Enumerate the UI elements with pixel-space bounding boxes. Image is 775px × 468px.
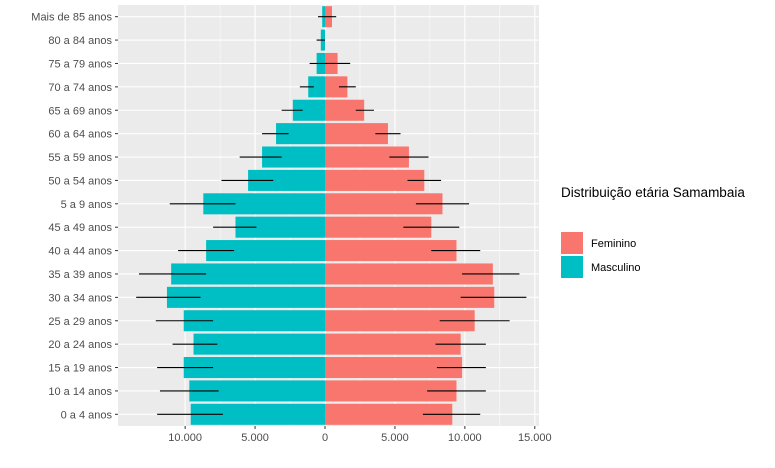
grid-minor xyxy=(219,5,501,426)
bar-feminino xyxy=(325,99,365,121)
bar-feminino xyxy=(325,263,493,285)
bar-masculino xyxy=(190,403,326,425)
bars xyxy=(166,6,495,425)
legend-label-masculino: Masculino xyxy=(591,262,641,274)
x-tick-label: 5.000 xyxy=(241,432,269,444)
y-tick-label: 80 a 84 anos xyxy=(48,35,112,47)
legend-key-feminino xyxy=(561,232,583,254)
bar-masculino xyxy=(193,333,326,355)
bar-feminino xyxy=(325,146,409,168)
bar-feminino xyxy=(325,216,432,238)
legend-key-masculino xyxy=(561,256,583,278)
bar-feminino xyxy=(325,123,388,145)
panel-background xyxy=(118,5,539,426)
y-tick-label: 75 a 79 anos xyxy=(48,58,112,70)
bar-masculino xyxy=(308,76,326,98)
x-axis: 10.000 5.000 0 5.000 10.000 15.000 xyxy=(168,426,552,444)
bar-masculino xyxy=(203,193,326,215)
bar-feminino xyxy=(325,240,457,262)
bar-feminino xyxy=(325,403,453,425)
bar-feminino xyxy=(325,310,475,332)
bar-masculino xyxy=(171,263,326,285)
bar-feminino xyxy=(325,380,457,402)
y-tick-label: 10 a 14 anos xyxy=(48,386,112,398)
y-tick-label: 35 a 39 anos xyxy=(48,269,112,281)
bar-masculino xyxy=(292,99,326,121)
bar-masculino xyxy=(262,146,326,168)
y-tick-label: 65 a 69 anos xyxy=(48,105,112,117)
y-tick-label: 5 a 9 anos xyxy=(61,199,113,211)
x-tick-label: 10.000 xyxy=(448,432,482,444)
bar-masculino xyxy=(183,357,326,379)
legend: Distribuição etária Samambaia Feminino M… xyxy=(561,185,745,278)
bar-masculino xyxy=(235,216,326,238)
bar-feminino xyxy=(325,286,495,308)
y-tick-label: 45 a 49 anos xyxy=(48,222,112,234)
bar-masculino xyxy=(189,380,326,402)
y-tick-label: Mais de 85 anos xyxy=(31,12,112,24)
x-tick-label: 5.000 xyxy=(381,432,409,444)
bar-feminino xyxy=(325,169,425,191)
y-tick-label: 25 a 29 anos xyxy=(48,316,112,328)
y-tick-label: 50 a 54 anos xyxy=(48,175,112,187)
bar-masculino xyxy=(206,240,326,262)
x-tick-label: 15.000 xyxy=(518,432,552,444)
legend-title: Distribuição etária Samambaia xyxy=(561,185,745,200)
bar-feminino xyxy=(325,193,443,215)
bar-feminino xyxy=(325,76,348,98)
bar-masculino xyxy=(183,310,326,332)
y-tick-label: 70 a 74 anos xyxy=(48,82,112,94)
bar-feminino xyxy=(325,333,461,355)
bar-masculino xyxy=(248,169,326,191)
y-axis: 0 a 4 anos 10 a 14 anos 15 a 19 anos 20 a 2… xyxy=(31,12,118,421)
y-tick-label: 0 a 4 anos xyxy=(61,409,113,421)
y-tick-label: 55 a 59 anos xyxy=(48,152,112,164)
x-tick-label: 0 xyxy=(322,432,328,444)
y-tick-label: 40 a 44 anos xyxy=(48,246,112,258)
y-tick-label: 15 a 19 anos xyxy=(48,363,112,375)
legend-label-feminino: Feminino xyxy=(591,238,636,250)
bar-masculino xyxy=(166,286,326,308)
y-tick-label: 30 a 34 anos xyxy=(48,292,112,304)
error-bars xyxy=(136,16,527,415)
bar-masculino xyxy=(276,123,326,145)
y-tick-label: 60 a 64 anos xyxy=(48,129,112,141)
x-tick-label: 10.000 xyxy=(168,432,202,444)
y-tick-label: 20 a 24 anos xyxy=(48,339,112,351)
bar-feminino xyxy=(325,357,463,379)
